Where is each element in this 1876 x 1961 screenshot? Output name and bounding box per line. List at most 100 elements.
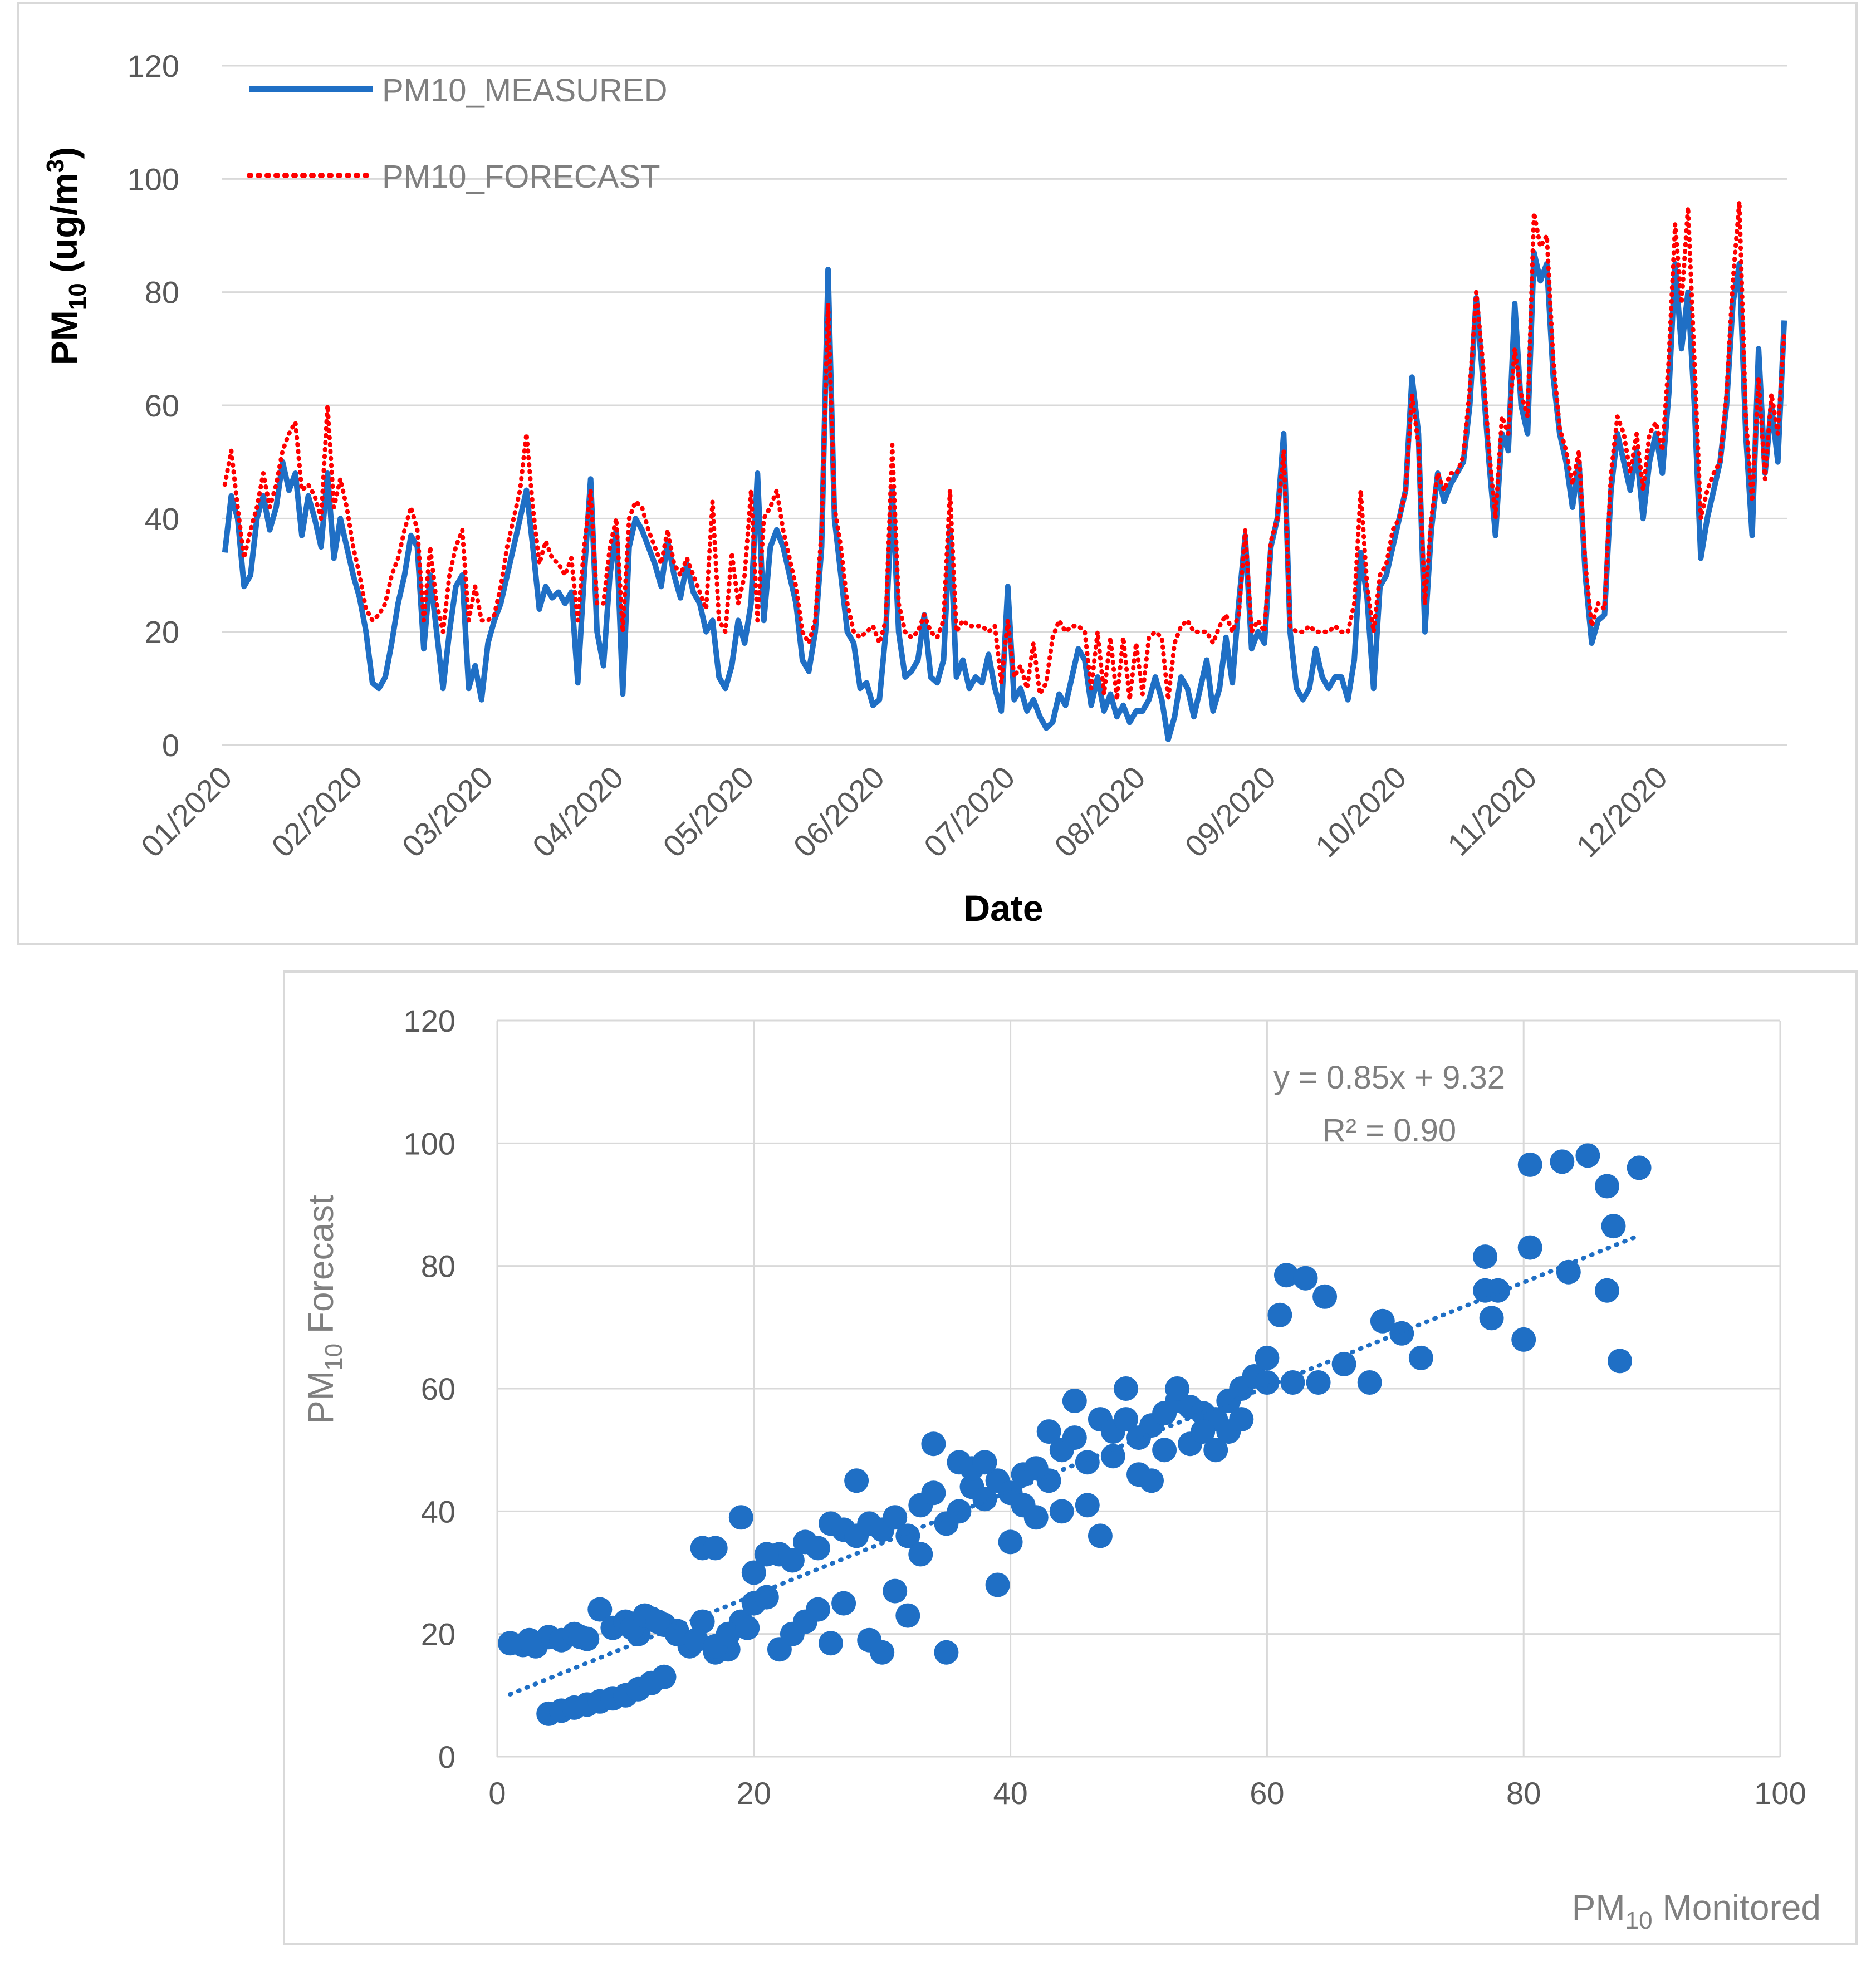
scatter-point: [972, 1487, 997, 1512]
scatter-x-tick-label: 80: [1506, 1776, 1541, 1811]
scatter-point: [652, 1664, 677, 1689]
scatter-point: [728, 1505, 753, 1530]
scatter-point: [1627, 1155, 1652, 1180]
scatter-y-tick-labels: 0 20 40 60 80 100 120: [404, 1003, 455, 1774]
line-chart-x-axis-title: Date: [963, 888, 1043, 929]
scatter-y-tick-label: 20: [421, 1617, 455, 1652]
scatter-point: [1114, 1407, 1138, 1432]
scatter-y-tick-label: 0: [438, 1739, 455, 1774]
scatter-point: [1550, 1149, 1575, 1174]
scatter-point: [1114, 1376, 1138, 1401]
scatter-point: [1517, 1152, 1542, 1177]
scatter-point: [1255, 1345, 1280, 1370]
scatter-point: [806, 1597, 830, 1622]
scatter-point: [684, 1627, 709, 1653]
scatter-point: [716, 1621, 741, 1646]
series-forecast-line: [222, 199, 1787, 702]
trendline-equation: y = 0.85x + 9.32: [1273, 1060, 1505, 1096]
scatter-point: [741, 1560, 766, 1585]
scatter-y-tick-label: 120: [404, 1003, 455, 1038]
scatter-point: [1267, 1302, 1292, 1327]
scatter-x-axis-title: PM10 Monitored: [1572, 1888, 1821, 1934]
scatter-point: [754, 1585, 779, 1610]
scatter-point: [831, 1591, 856, 1616]
scatter-y-tick-label: 40: [421, 1494, 455, 1529]
scatter-point: [1306, 1370, 1331, 1395]
scatter-point: [568, 1625, 593, 1650]
scatter-point: [1312, 1284, 1338, 1309]
scatter-x-tick-label: 60: [1250, 1776, 1284, 1811]
line-chart-y-tick-label: 0: [162, 728, 179, 763]
line-chart-y-tick-labels: 0 20 40 60 80 100 120: [128, 48, 179, 763]
scatter-point: [645, 1609, 670, 1634]
line-chart-y-tick-label: 60: [145, 388, 179, 423]
scatter-gridlines: [496, 1019, 1781, 1758]
scatter-point: [1517, 1235, 1542, 1260]
scatter-y-tick-label: 80: [421, 1249, 455, 1284]
scatter-point: [1152, 1438, 1177, 1463]
scatter-chart: 0 20 40 60 80 100 120 0 20 40 60 80 100 y = 0.85x +…: [283, 970, 1858, 1945]
line-chart-y-tick-label: 80: [145, 275, 179, 310]
scatter-point: [1357, 1370, 1382, 1395]
scatter-x-tick-label: 100: [1754, 1776, 1806, 1811]
scatter-point: [754, 1542, 779, 1567]
scatter-point: [921, 1480, 946, 1506]
scatter-point: [895, 1603, 920, 1628]
scatter-y-tick-label: 100: [404, 1126, 455, 1161]
scatter-point: [1473, 1244, 1498, 1269]
scatter-point: [1575, 1143, 1600, 1168]
scatter-x-tick-labels: 0 20 40 60 80 100: [488, 1776, 1806, 1811]
scatter-point: [1203, 1438, 1228, 1463]
scatter-y-axis-title: PM10 Forecast: [301, 1195, 347, 1424]
scatter-point: [883, 1505, 908, 1530]
scatter-point: [819, 1631, 843, 1656]
scatter-point: [1088, 1523, 1113, 1548]
scatter-point: [1479, 1306, 1504, 1331]
scatter-point: [1274, 1263, 1299, 1288]
scatter-point: [780, 1548, 805, 1573]
line-chart-y-tick-label: 120: [128, 48, 179, 84]
scatter-point: [1408, 1345, 1433, 1370]
scatter-x-tick-label: 20: [737, 1776, 771, 1811]
scatter-point: [1370, 1308, 1395, 1334]
legend-forecast-label: PM10_FORECAST: [382, 159, 660, 195]
scatter-point: [972, 1450, 997, 1475]
scatter-point: [664, 1621, 689, 1646]
scatter-point: [1595, 1278, 1619, 1303]
scatter-point: [1062, 1389, 1087, 1413]
line-chart-frame: [17, 2, 1858, 945]
scatter-point: [1165, 1376, 1190, 1401]
line-chart-y-tick-label: 40: [145, 501, 179, 536]
line-chart-series: [222, 199, 1787, 742]
line-chart-y-tick-label: 100: [128, 161, 179, 197]
scatter-point: [1608, 1349, 1632, 1374]
scatter-point: [517, 1627, 542, 1653]
scatter-point: [1486, 1278, 1511, 1303]
scatter-point: [1229, 1407, 1254, 1432]
scatter-x-tick-label: 0: [488, 1776, 506, 1811]
scatter-point: [1191, 1419, 1216, 1444]
trendline-r-squared: R² = 0.90: [1322, 1112, 1456, 1149]
scatter-point: [947, 1499, 972, 1524]
scatter-point: [1075, 1493, 1100, 1518]
scatter-point: [1036, 1419, 1061, 1444]
scatter-point: [1511, 1327, 1536, 1352]
scatter-point: [703, 1536, 728, 1561]
scatter-point: [587, 1597, 613, 1622]
scatter-point: [1293, 1266, 1318, 1291]
scatter-point: [806, 1536, 830, 1561]
scatter-point: [934, 1640, 959, 1665]
scatter-point: [908, 1542, 933, 1567]
line-chart-y-axis-title: PM10 (ug/m3): [42, 147, 91, 365]
scatter-point: [921, 1431, 946, 1457]
line-chart-legend: PM10_MEASURED PM10_FORECAST: [247, 72, 667, 195]
scatter-point: [985, 1572, 1010, 1597]
scatter-x-tick-label: 40: [993, 1776, 1027, 1811]
scatter-point: [1049, 1499, 1074, 1524]
scatter-y-tick-label: 60: [421, 1371, 455, 1406]
line-chart-gridlines: [222, 65, 1787, 746]
scatter-point: [1556, 1259, 1581, 1285]
scatter-point: [870, 1640, 895, 1665]
